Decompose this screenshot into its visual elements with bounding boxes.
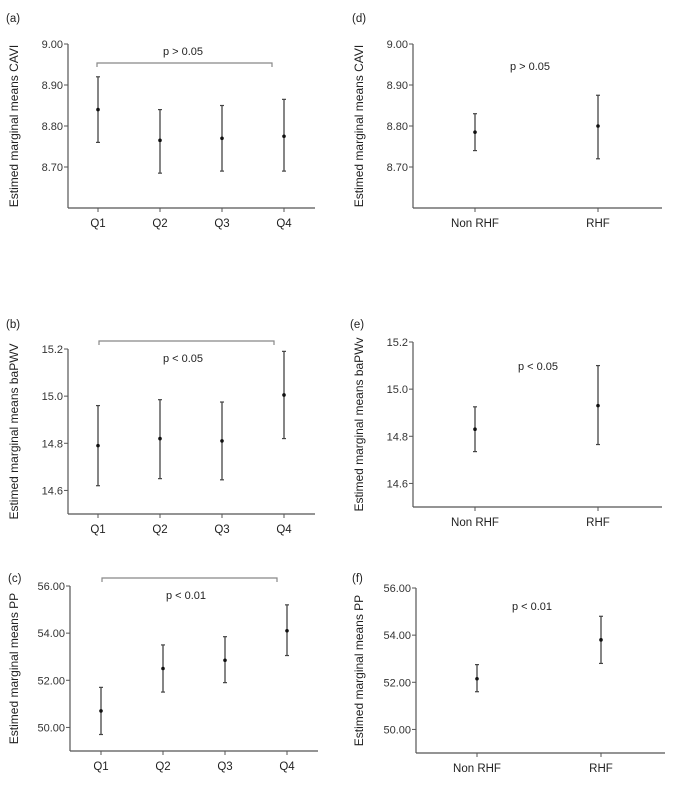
y-tick-label: 54.00 xyxy=(383,630,411,642)
y-tick-label: 14.6 xyxy=(387,478,408,490)
y-tick-label: 8.90 xyxy=(387,80,408,92)
p-value-annotation: p < 0.01 xyxy=(166,590,206,602)
x-tick-label: Q2 xyxy=(155,761,170,773)
p-value-annotation: p > 0.05 xyxy=(510,61,550,73)
mean-point xyxy=(285,628,289,633)
x-tick-label: Q3 xyxy=(214,524,229,536)
mean-point xyxy=(596,403,600,408)
panel-label: (f) xyxy=(352,573,363,585)
mean-point xyxy=(473,130,477,134)
y-tick-label: 52.00 xyxy=(37,675,65,687)
y-tick-label: 50.00 xyxy=(383,724,411,736)
mean-point xyxy=(475,676,479,681)
panel-label: (a) xyxy=(6,13,20,25)
mean-point xyxy=(282,393,286,397)
x-tick-label: Q4 xyxy=(279,761,295,773)
p-value-annotation: p > 0.05 xyxy=(163,46,203,58)
y-tick-label: 9.00 xyxy=(42,39,63,51)
panel-a: (a) 8.70 8.80 8.90 9.00 Estimed marginal mean… xyxy=(6,13,315,230)
y-tick-label: 14.8 xyxy=(42,438,63,450)
mean-point xyxy=(96,107,100,112)
mean-point xyxy=(158,138,162,143)
y-tick-label: 8.70 xyxy=(387,162,408,174)
mean-point xyxy=(282,134,286,139)
x-tick-label: Q4 xyxy=(276,524,292,536)
panel-label: (d) xyxy=(352,13,366,25)
panel-f: (f) 50.00 52.00 54.00 56.00 Estimed marginal … xyxy=(352,573,665,775)
y-tick-label: 15.2 xyxy=(387,337,408,349)
mean-point xyxy=(96,443,100,448)
mean-point xyxy=(161,666,165,671)
p-value-annotation: p < 0.05 xyxy=(163,353,203,365)
y-axis-title: Estimed marginal means PP xyxy=(352,595,366,746)
mean-point xyxy=(596,124,600,128)
mean-point xyxy=(158,436,162,441)
y-axis-title: Estimed marginal means CAVI xyxy=(352,45,366,208)
x-tick-label: RHF xyxy=(589,763,613,775)
y-axis-title: Estimed marginal means CAVI xyxy=(7,45,21,208)
mean-point xyxy=(220,136,224,141)
x-tick-label: Non RHF xyxy=(451,517,499,529)
significance-bracket xyxy=(101,577,278,582)
mean-point xyxy=(99,709,103,713)
p-value-annotation: p < 0.01 xyxy=(512,601,552,613)
y-tick-label: 15.0 xyxy=(387,384,408,396)
y-tick-label: 8.90 xyxy=(42,80,63,92)
y-tick-label: 15.2 xyxy=(42,344,63,356)
y-tick-label: 54.00 xyxy=(37,628,65,640)
x-tick-label: RHF xyxy=(586,218,610,230)
panel-c: (c) 50.00 52.00 54.00 56.00 Estimed marginal … xyxy=(7,573,318,773)
mean-point xyxy=(599,638,603,642)
mean-point xyxy=(220,439,224,443)
x-tick-label: Q2 xyxy=(152,524,167,536)
panel-d: (d) 8.70 8.80 8.90 9.00 Estimed marginal mean… xyxy=(352,13,662,230)
x-tick-label: Q3 xyxy=(214,218,229,230)
y-axis-title: Estimed marginal means baPWV xyxy=(7,343,21,519)
panel-label: (c) xyxy=(8,573,22,585)
panel-e: (e) 14.6 14.8 15.0 15.2 Estimed marginal mean… xyxy=(350,319,662,529)
x-tick-label: Q1 xyxy=(90,524,105,536)
y-tick-label: 52.00 xyxy=(383,677,411,689)
x-tick-label: Q2 xyxy=(152,218,167,230)
x-tick-label: Q4 xyxy=(276,218,292,230)
mean-point xyxy=(473,427,477,432)
panel-b: (b) 14.6 14.8 15.0 15.2 Estimed marginal mean… xyxy=(6,319,315,536)
x-tick-label: RHF xyxy=(586,517,610,529)
panel-label: (b) xyxy=(6,319,20,331)
x-tick-label: Q1 xyxy=(93,761,108,773)
y-tick-label: 50.00 xyxy=(37,722,65,734)
p-value-annotation: p < 0.05 xyxy=(518,361,558,373)
y-tick-label: 56.00 xyxy=(383,583,411,595)
y-tick-label: 14.6 xyxy=(42,485,63,497)
x-tick-label: Q1 xyxy=(90,218,105,230)
x-tick-label: Q3 xyxy=(217,761,232,773)
y-tick-label: 8.80 xyxy=(387,121,408,133)
panel-label: (e) xyxy=(350,319,364,331)
significance-bracket xyxy=(96,62,273,67)
y-tick-label: 56.00 xyxy=(37,581,65,593)
mean-point xyxy=(223,658,227,663)
x-tick-label: Non RHF xyxy=(453,763,501,775)
y-axis-title: Estimed marginal means PP xyxy=(7,593,21,744)
y-axis-title: Estimed marginal means baPWv xyxy=(352,337,366,511)
y-tick-label: 9.00 xyxy=(387,39,408,51)
y-tick-label: 8.80 xyxy=(42,121,63,133)
y-tick-label: 8.70 xyxy=(42,162,63,174)
y-tick-label: 15.0 xyxy=(42,391,63,403)
significance-bracket xyxy=(98,340,275,345)
x-tick-label: Non RHF xyxy=(451,218,499,230)
y-tick-label: 14.8 xyxy=(387,431,408,443)
